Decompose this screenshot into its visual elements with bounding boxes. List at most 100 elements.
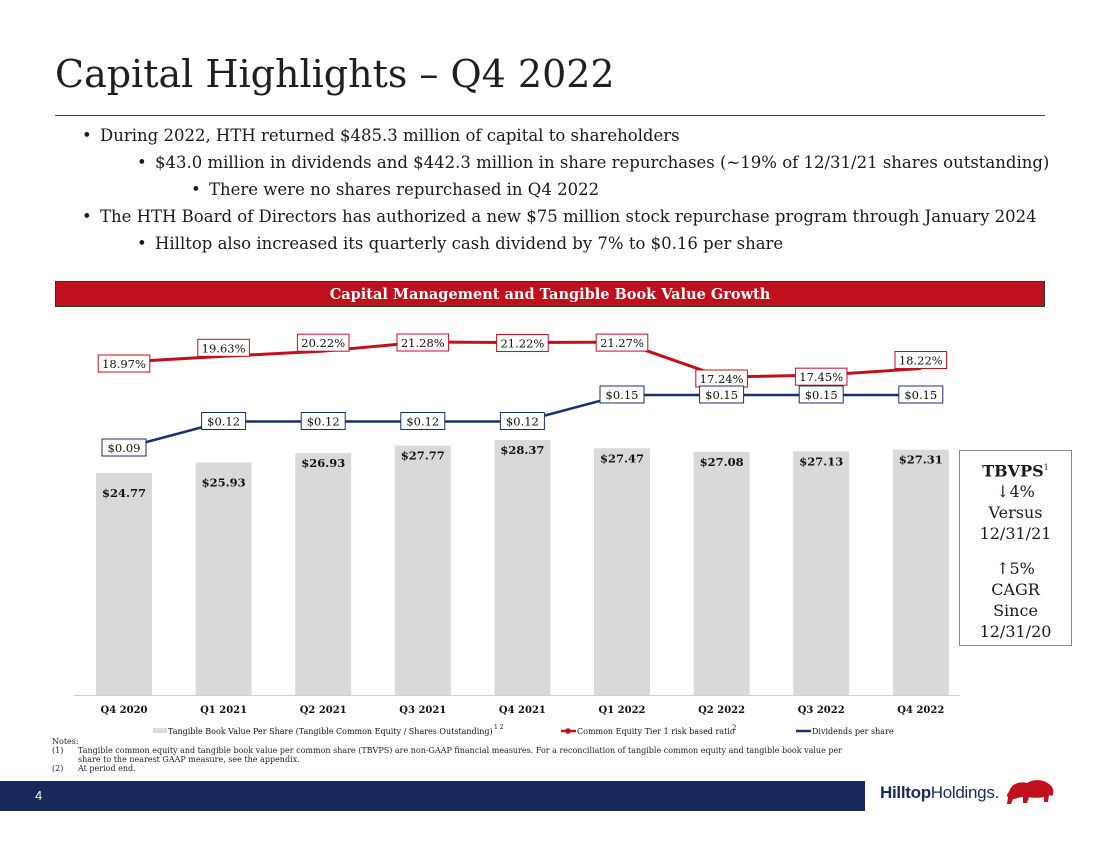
cet1-data-label: 21.27%: [600, 336, 644, 350]
capital-chart: $24.77 Q4 2020 $25.93 Q1 2021 $26.93 Q2 2021 $…: [74, 333, 960, 736]
page-title: Capital Highlights – Q4 2022: [55, 52, 615, 96]
dividend-data-label: $0.15: [904, 388, 937, 402]
tbvps-data-label: $24.77: [102, 486, 146, 500]
cet1-data-label: 18.22%: [899, 354, 943, 368]
note-text: At period end.: [78, 764, 136, 773]
dividend-data-label-box: [499, 412, 545, 430]
page-number: 4: [35, 788, 43, 803]
callout-cagr-value: ↑5%: [996, 559, 1035, 579]
cet1-data-label: 21.22%: [500, 337, 544, 351]
cet1-data-label-box: [396, 333, 450, 352]
legend-label-cet1: Common Equity Tier 1 risk based ratio: [577, 727, 735, 736]
cet1-data-label-box: [296, 333, 350, 352]
legend-label-tbvps: Tangible Book Value Per Share (Tangible …: [168, 727, 493, 736]
cet1-data-label-box: [595, 333, 649, 352]
tbvps-data-label: $25.93: [202, 475, 246, 489]
x-tick-label: Q3 2021: [399, 705, 446, 716]
cet1-data-label: 17.24%: [700, 372, 744, 386]
bullet-item: $43.0 million in dividends and $442.3 mi…: [137, 149, 1058, 176]
legend-footnote-cet1: 2: [732, 724, 736, 732]
tbvps-bar: [494, 440, 551, 695]
dividend-data-label-box: [101, 438, 147, 457]
cet1-data-label-box: [894, 351, 948, 370]
callout-title: TBVPS: [982, 461, 1044, 481]
cet1-data-label-box: [794, 367, 848, 386]
cet1-data-label: 17.45%: [799, 370, 843, 384]
tbvps-bar: [96, 473, 152, 695]
dividend-data-label: $0.15: [606, 388, 639, 402]
bullet-item: Hilltop also increased its quarterly cas…: [137, 230, 1058, 257]
bullet-list: During 2022, HTH returned $485.3 million…: [78, 122, 1058, 257]
bullet-item: There were no shares repurchased in Q4 2…: [191, 176, 1058, 203]
legend-footnote-tbvps: 1 2: [494, 724, 504, 731]
cet1-data-label: 20.22%: [301, 336, 345, 350]
footer-bar: 4: [0, 781, 865, 811]
tbvps-data-label: $27.77: [401, 449, 445, 463]
note-number: (2): [52, 764, 64, 773]
cet1-data-label-box: [97, 354, 151, 373]
x-tick-label: Q4 2021: [499, 705, 546, 716]
cet1-data-label: 21.28%: [401, 336, 445, 350]
callout-versus: Versus: [988, 503, 1043, 523]
dividend-data-label: $0.09: [108, 441, 141, 455]
x-tick-label: Q1 2022: [599, 705, 646, 716]
section-banner: Capital Management and Tangible Book Val…: [55, 281, 1045, 307]
cet1-data-label: 18.97%: [102, 357, 146, 371]
tbvps-data-label: $27.08: [700, 455, 744, 469]
tbvps-bar: [693, 451, 750, 695]
x-tick-label: Q4 2022: [897, 705, 944, 716]
x-tick-label: Q3 2022: [798, 705, 845, 716]
dividend-data-label: $0.15: [705, 388, 738, 402]
callout-title-footnote: 1: [1043, 463, 1049, 472]
callout-cagr-label: CAGR: [991, 580, 1040, 600]
tbvps-data-label: $27.13: [799, 454, 843, 468]
bullet-item: The HTH Board of Directors has authorize…: [82, 203, 1058, 230]
dividend-data-label-box: [300, 412, 346, 430]
tbvps-data-label: $27.47: [600, 451, 644, 465]
x-tick-label: Q2 2022: [698, 705, 745, 716]
dividend-data-label: $0.12: [307, 415, 340, 429]
callout-change-yoy: ↓4%: [996, 482, 1035, 502]
cet1-data-label-box: [496, 334, 549, 353]
dividend-data-label-box: [400, 412, 446, 430]
tbvps-bar: [195, 462, 252, 695]
dividend-data-label: $0.12: [406, 415, 439, 429]
title-divider: [55, 115, 1045, 116]
bullet-item: During 2022, HTH returned $485.3 million…: [82, 122, 1058, 149]
logo-text-hilltop: Hilltop: [880, 783, 931, 802]
footnotes: Notes: (1) Tangible common equity and tan…: [52, 737, 858, 773]
dividend-data-label: $0.12: [506, 415, 539, 429]
company-logo: Hilltop Holdings.: [880, 778, 1057, 808]
tbvps-bar: [295, 453, 352, 695]
dividend-data-label-box: [699, 385, 745, 404]
tbvps-data-label: $27.31: [899, 453, 943, 467]
callout-date-1: 12/31/21: [979, 524, 1052, 544]
tbvps-data-label: $26.93: [301, 456, 345, 470]
tbvps-bar: [793, 451, 850, 695]
legend-marker-cet1: [565, 728, 571, 734]
dividend-data-label-box: [599, 385, 645, 404]
note-text: Tangible common equity and tangible book…: [78, 746, 843, 764]
note-number: (1): [52, 746, 64, 755]
tbvps-bar: [394, 445, 451, 695]
x-tick-label: Q2 2021: [300, 705, 347, 716]
tbvps-bar: [594, 448, 650, 695]
dividend-data-label-box: [798, 385, 844, 404]
legend-label-dividends: Dividends per share: [812, 727, 894, 736]
tbvps-callout: TBVPS1 ↓4% Versus 12/31/21 ↑5% CAGR Sinc…: [959, 450, 1072, 646]
legend-swatch-tbvps: [153, 728, 167, 733]
callout-since: Since: [993, 601, 1038, 621]
logo-text-holdings: Holdings.: [930, 783, 999, 802]
dividend-data-label: $0.12: [207, 415, 240, 429]
cet1-data-label-box: [197, 338, 250, 357]
cet1-data-label: 19.63%: [202, 341, 246, 355]
tbvps-bar: [892, 449, 949, 695]
notes-heading: Notes:: [52, 737, 79, 746]
dividend-data-label: $0.15: [805, 388, 838, 402]
x-tick-label: Q4 2020: [101, 705, 148, 716]
dividend-data-label-box: [201, 412, 247, 430]
x-tick-label: Q1 2021: [200, 705, 247, 716]
tbvps-data-label: $28.37: [500, 443, 544, 457]
dividend-data-label-box: [898, 385, 944, 404]
callout-date-2: 12/31/20: [979, 622, 1052, 642]
